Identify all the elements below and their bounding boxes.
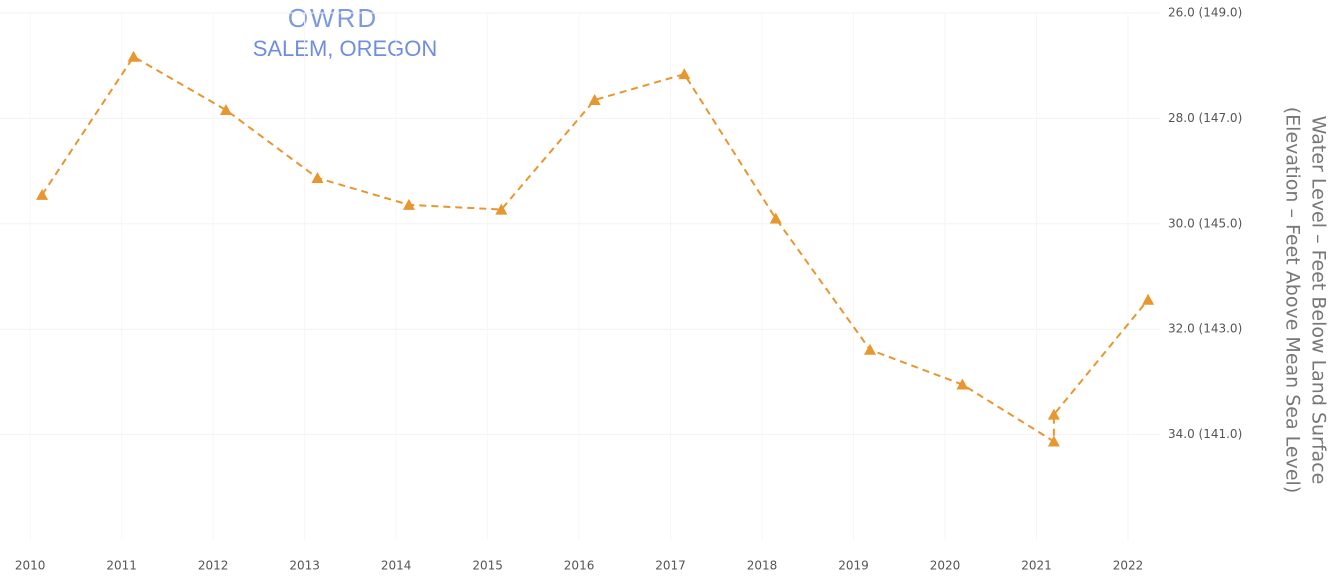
y-tick-label: 28.0 (147.0) [1168, 111, 1242, 125]
data-marker [769, 212, 782, 224]
x-tick-label: 2016 [564, 559, 595, 573]
x-tick-label: 2013 [289, 559, 320, 573]
x-tick-label: 2021 [1021, 559, 1052, 573]
data-marker [311, 171, 324, 183]
data-marker [956, 378, 969, 390]
data-marker [1047, 408, 1060, 420]
x-tick-label: 2012 [198, 559, 229, 573]
y-axis-title: Water Level – Feet Below Land Surface [1308, 116, 1330, 485]
data-marker [588, 93, 601, 105]
stamp-line: SALEM, OREGON [253, 36, 438, 61]
data-marker [36, 188, 49, 200]
y-tick-label: 26.0 (149.0) [1168, 6, 1242, 20]
data-marker [1047, 435, 1060, 447]
data-marker [402, 198, 415, 210]
y-tick-label: 32.0 (143.0) [1168, 322, 1242, 336]
data-marker [127, 50, 140, 62]
stamp-line: OWRD [288, 3, 378, 33]
x-tick-label: 2019 [838, 559, 869, 573]
data-marker [864, 343, 876, 355]
data-marker [1142, 293, 1155, 305]
x-tick-label: 2010 [15, 559, 46, 573]
data-marker [219, 103, 232, 115]
x-tick-label: 2017 [655, 559, 686, 573]
x-tick-label: 2018 [747, 559, 778, 573]
data-line [41, 55, 1149, 444]
data-marker [495, 203, 508, 215]
data-marker [678, 68, 691, 80]
x-tick-label: 2014 [381, 559, 412, 573]
y-tick-label: 34.0 (141.0) [1168, 427, 1242, 441]
x-tick-label: 2011 [106, 559, 137, 573]
x-tick-label: 2020 [930, 559, 961, 573]
y-axis-title: (Elevation – Feet Above Mean Sea Level) [1282, 107, 1304, 493]
x-tick-label: 2015 [472, 559, 503, 573]
y-tick-label: 30.0 (145.0) [1168, 216, 1242, 230]
x-tick-label: 2022 [1113, 559, 1144, 573]
